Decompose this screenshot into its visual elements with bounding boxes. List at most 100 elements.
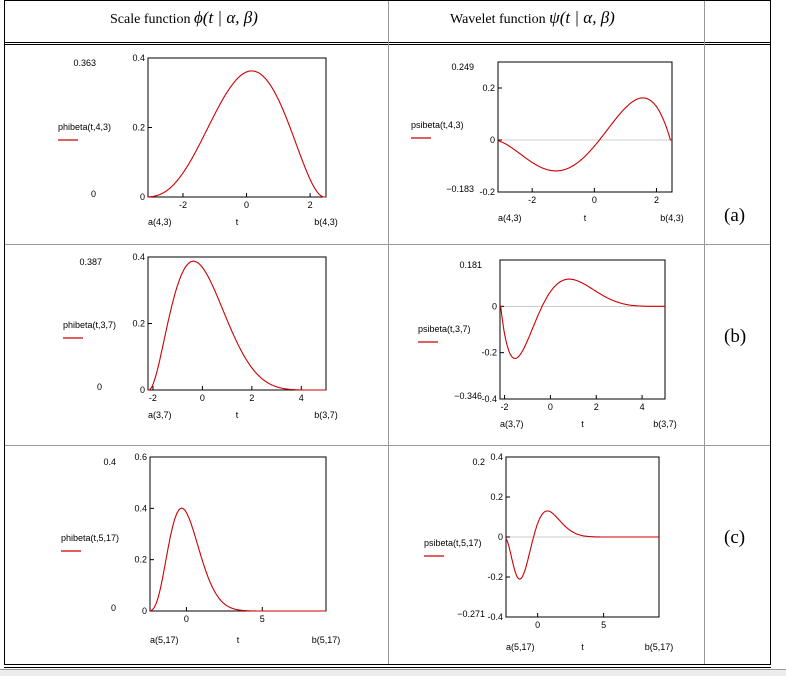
legend-label: phibeta(t,5,17) <box>61 533 119 543</box>
x-axis-label: t <box>581 419 584 429</box>
bottom-scrollbar[interactable] <box>0 669 786 676</box>
x-tick-label: 0 <box>535 620 540 630</box>
curve-line <box>149 507 326 612</box>
chart-a-scale-function: -2 0 2 0 0.2 0.4 0.363 0 phibeta(t,4,3) a(4,3) t b(… <box>58 53 338 227</box>
x-tick-label: 2 <box>594 402 599 412</box>
x-right-label: b(3,7) <box>653 419 677 429</box>
x-tick-label: 0 <box>200 393 205 403</box>
x-left-label: a(5,17) <box>506 642 535 652</box>
legend-label: psibeta(t,5,17) <box>424 538 482 548</box>
y-min-label: 0 <box>91 189 96 199</box>
y-tick-label: -0.2 <box>487 572 503 582</box>
x-tick-label: 5 <box>260 614 265 624</box>
plot-frame <box>149 456 327 612</box>
y-max-label: 0.4 <box>103 457 116 467</box>
x-axis-label: t <box>236 217 239 227</box>
curve-line <box>497 97 672 172</box>
x-left-label: a(4,3) <box>148 217 172 227</box>
y-tick-label: -0.2 <box>479 187 495 197</box>
x-tick-label: 0 <box>548 402 553 412</box>
curve-line <box>499 278 665 360</box>
y-max-label: 0.363 <box>73 58 96 68</box>
x-axis-label: t <box>581 642 584 652</box>
x-tick-label: 2 <box>249 393 254 403</box>
chart-b-scale-function: -2 0 2 4 0 0.2 0.4 0.387 0 phibeta(t,3,7) a(3,7) t b… <box>63 252 338 420</box>
x-left-label: a(5,17) <box>150 635 179 645</box>
x-axis-label: t <box>584 213 587 223</box>
row-tag-c: (c) <box>724 527 746 548</box>
curve-line <box>505 510 659 580</box>
plot-frame <box>147 256 327 391</box>
x-tick-label: 5 <box>601 620 606 630</box>
x-left-label: a(4,3) <box>498 213 522 223</box>
y-tick-label: 0 <box>140 192 145 202</box>
x-tick-label: -2 <box>528 195 536 205</box>
header-scale-math: ϕ(t | α, β) <box>193 8 258 27</box>
x-tick-label: 4 <box>299 393 304 403</box>
x-right-label: b(4,3) <box>314 217 338 227</box>
y-min-label: −0.183 <box>446 184 474 194</box>
y-min-label: 0 <box>111 603 116 613</box>
y-min-label: 0 <box>97 382 102 392</box>
header-wavelet-label: Wavelet function <box>450 12 546 27</box>
y-tick-label: -0.2 <box>481 348 497 358</box>
header-wavelet-math: ψ(t | α, β) <box>549 8 615 27</box>
x-right-label: b(5,17) <box>312 635 341 645</box>
x-tick-label: 0 <box>244 200 249 210</box>
y-tick-label: -0.4 <box>481 394 497 404</box>
y-tick-label: 0.2 <box>134 555 147 565</box>
row-tag-b: (b) <box>724 326 747 347</box>
y-tick-label: 0.4 <box>132 252 145 262</box>
legend-label: phibeta(t,4,3) <box>58 122 111 132</box>
legend-label: psibeta(t,4,3) <box>411 120 464 130</box>
chart-b-wavelet-function: -2 0 2 4 -0.4 -0.2 0 0.181 −0.346 psibeta(t,3,7) a… <box>418 259 677 429</box>
y-max-label: 0.387 <box>79 257 102 267</box>
y-tick-label: 0.4 <box>490 452 503 462</box>
y-tick-label: 0 <box>140 385 145 395</box>
chart-c-scale-function: 0 5 0 0.2 0.4 0.6 0.4 0 phibeta(t,5,17) a(5,17) t b… <box>61 452 341 645</box>
chart-a-wavelet-function: -2 0 2 -0.2 0 0.2 0.249 −0.183 psibeta(t,4,3) a(4… <box>411 61 684 223</box>
header-wavelet-function: Wavelet function ψ(t | α, β) <box>450 8 615 28</box>
y-tick-label: 0.2 <box>482 83 495 93</box>
x-axis-label: t <box>236 410 239 420</box>
y-tick-label: 0.4 <box>134 503 147 513</box>
x-axis-label: t <box>237 635 240 645</box>
x-tick-label: 4 <box>640 402 645 412</box>
curve-line <box>148 260 326 391</box>
x-tick-label: -2 <box>179 200 187 210</box>
y-tick-label: 0.6 <box>134 452 147 462</box>
plot-frame <box>497 61 673 193</box>
y-tick-label: -0.4 <box>487 612 503 622</box>
chart-c-wavelet-function: 0 5 -0.4 -0.2 0 0.2 0.4 0.2 −0.271 psibeta(t,5,17… <box>424 452 674 652</box>
y-max-label: 0.249 <box>451 62 474 72</box>
y-tick-label: 0.2 <box>490 492 503 502</box>
y-min-label: −0.346 <box>454 391 482 401</box>
y-tick-label: 0 <box>498 532 503 542</box>
x-tick-label: 0 <box>184 614 189 624</box>
x-left-label: a(3,7) <box>500 419 524 429</box>
x-tick-label: -2 <box>501 402 509 412</box>
y-tick-label: 0 <box>142 606 147 616</box>
row-tag-a: (a) <box>724 205 746 226</box>
x-tick-label: 0 <box>592 195 597 205</box>
header-scale-label: Scale function <box>110 12 191 27</box>
x-left-label: a(3,7) <box>148 410 172 420</box>
x-right-label: b(4,3) <box>660 213 684 223</box>
x-right-label: b(5,17) <box>645 642 674 652</box>
header-scale-function: Scale function ϕ(t | α, β) <box>110 8 258 28</box>
legend-label: phibeta(t,3,7) <box>63 320 116 330</box>
y-tick-label: 0.2 <box>132 319 145 329</box>
legend-label: psibeta(t,3,7) <box>418 324 471 334</box>
y-tick-label: 0.2 <box>132 123 145 133</box>
y-tick-label: 0 <box>490 135 495 145</box>
y-max-label: 0.2 <box>472 457 485 467</box>
y-max-label: 0.181 <box>459 260 482 270</box>
y-tick-label: 0 <box>492 301 497 311</box>
x-right-label: b(3,7) <box>314 410 338 420</box>
y-min-label: −0.271 <box>457 609 485 619</box>
x-tick-label: 2 <box>654 195 659 205</box>
y-tick-label: 0.4 <box>132 53 145 63</box>
x-tick-label: -2 <box>149 393 157 403</box>
x-tick-label: 2 <box>308 200 313 210</box>
